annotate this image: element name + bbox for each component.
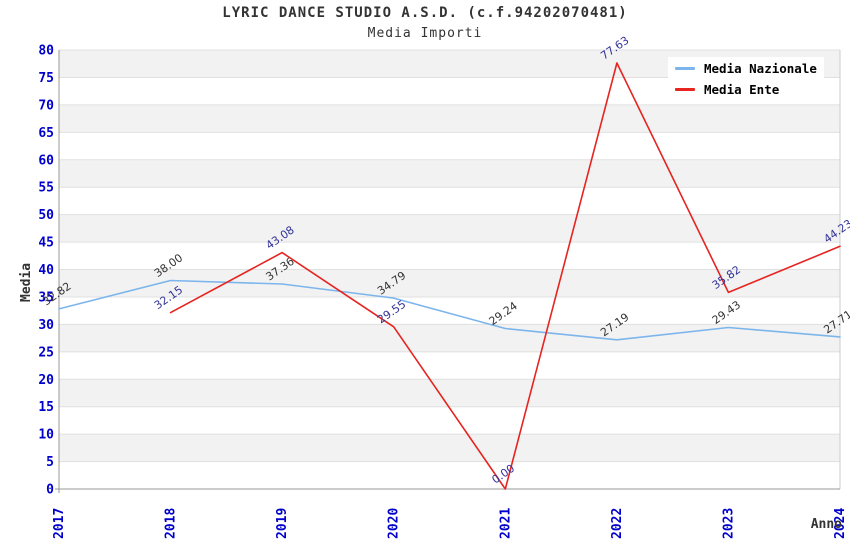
y-tick-label: 30 <box>38 318 54 333</box>
y-tick-label: 65 <box>38 126 54 141</box>
x-tick-label: 2018 <box>164 508 179 539</box>
x-tick-label: 2024 <box>833 508 848 539</box>
legend-item-media-ente[interactable]: Media Ente <box>675 81 817 98</box>
x-tick-label: 2020 <box>387 508 402 539</box>
grid-band <box>59 406 840 435</box>
grid-band <box>59 379 840 407</box>
chart-title: LYRIC DANCE STUDIO A.S.D. (c.f.942020704… <box>222 5 628 21</box>
x-tick-label: 2017 <box>52 508 67 539</box>
y-tick-label: 0 <box>46 483 54 498</box>
series-line-media-nazionale <box>58 279 841 341</box>
grid-band <box>59 461 840 489</box>
grid-band <box>59 104 840 133</box>
legend-label: Media Ente <box>704 82 780 97</box>
y-tick-label: 80 <box>38 44 54 59</box>
legend: Media Nazionale Media Ente <box>668 57 824 102</box>
legend-item-media-nazionale[interactable]: Media Nazionale <box>675 60 817 77</box>
y-tick-label: 25 <box>38 345 54 360</box>
grid-band <box>59 434 840 462</box>
grid-band <box>59 296 840 325</box>
series-line-media-ente <box>169 62 841 490</box>
media-nazionale-line-swatch-icon <box>675 67 695 70</box>
x-tick-label: 2019 <box>275 508 290 539</box>
grid-band <box>59 159 840 188</box>
y-axis-title: Media <box>19 263 34 302</box>
media-ente-line-swatch-icon <box>675 88 695 91</box>
y-tick-label: 70 <box>38 98 54 113</box>
x-tick-label: 2022 <box>610 508 625 539</box>
y-tick-label: 5 <box>46 455 54 470</box>
legend-label: Media Nazionale <box>704 61 817 76</box>
y-tick-label: 50 <box>38 208 54 223</box>
grid-band <box>59 132 840 160</box>
x-tick-label: 2023 <box>721 508 736 539</box>
y-tick-label: 55 <box>38 181 54 196</box>
y-tick-label: 35 <box>38 290 54 305</box>
y-tick-label: 10 <box>38 428 54 443</box>
y-tick-label: 20 <box>38 373 54 388</box>
x-axis-title: Anno <box>811 517 842 532</box>
y-tick-label: 60 <box>38 153 54 168</box>
grid-band <box>59 269 840 297</box>
y-tick-label: 15 <box>38 400 54 415</box>
y-tick-label: 40 <box>38 263 54 278</box>
grid-band <box>59 187 840 215</box>
grid-band <box>59 214 840 243</box>
grid-band <box>59 351 840 380</box>
y-tick-label: 45 <box>38 236 54 251</box>
y-tick-label: 75 <box>38 71 54 86</box>
chart-subtitle: Media Importi <box>367 26 483 41</box>
x-tick-label: 2021 <box>498 508 513 539</box>
